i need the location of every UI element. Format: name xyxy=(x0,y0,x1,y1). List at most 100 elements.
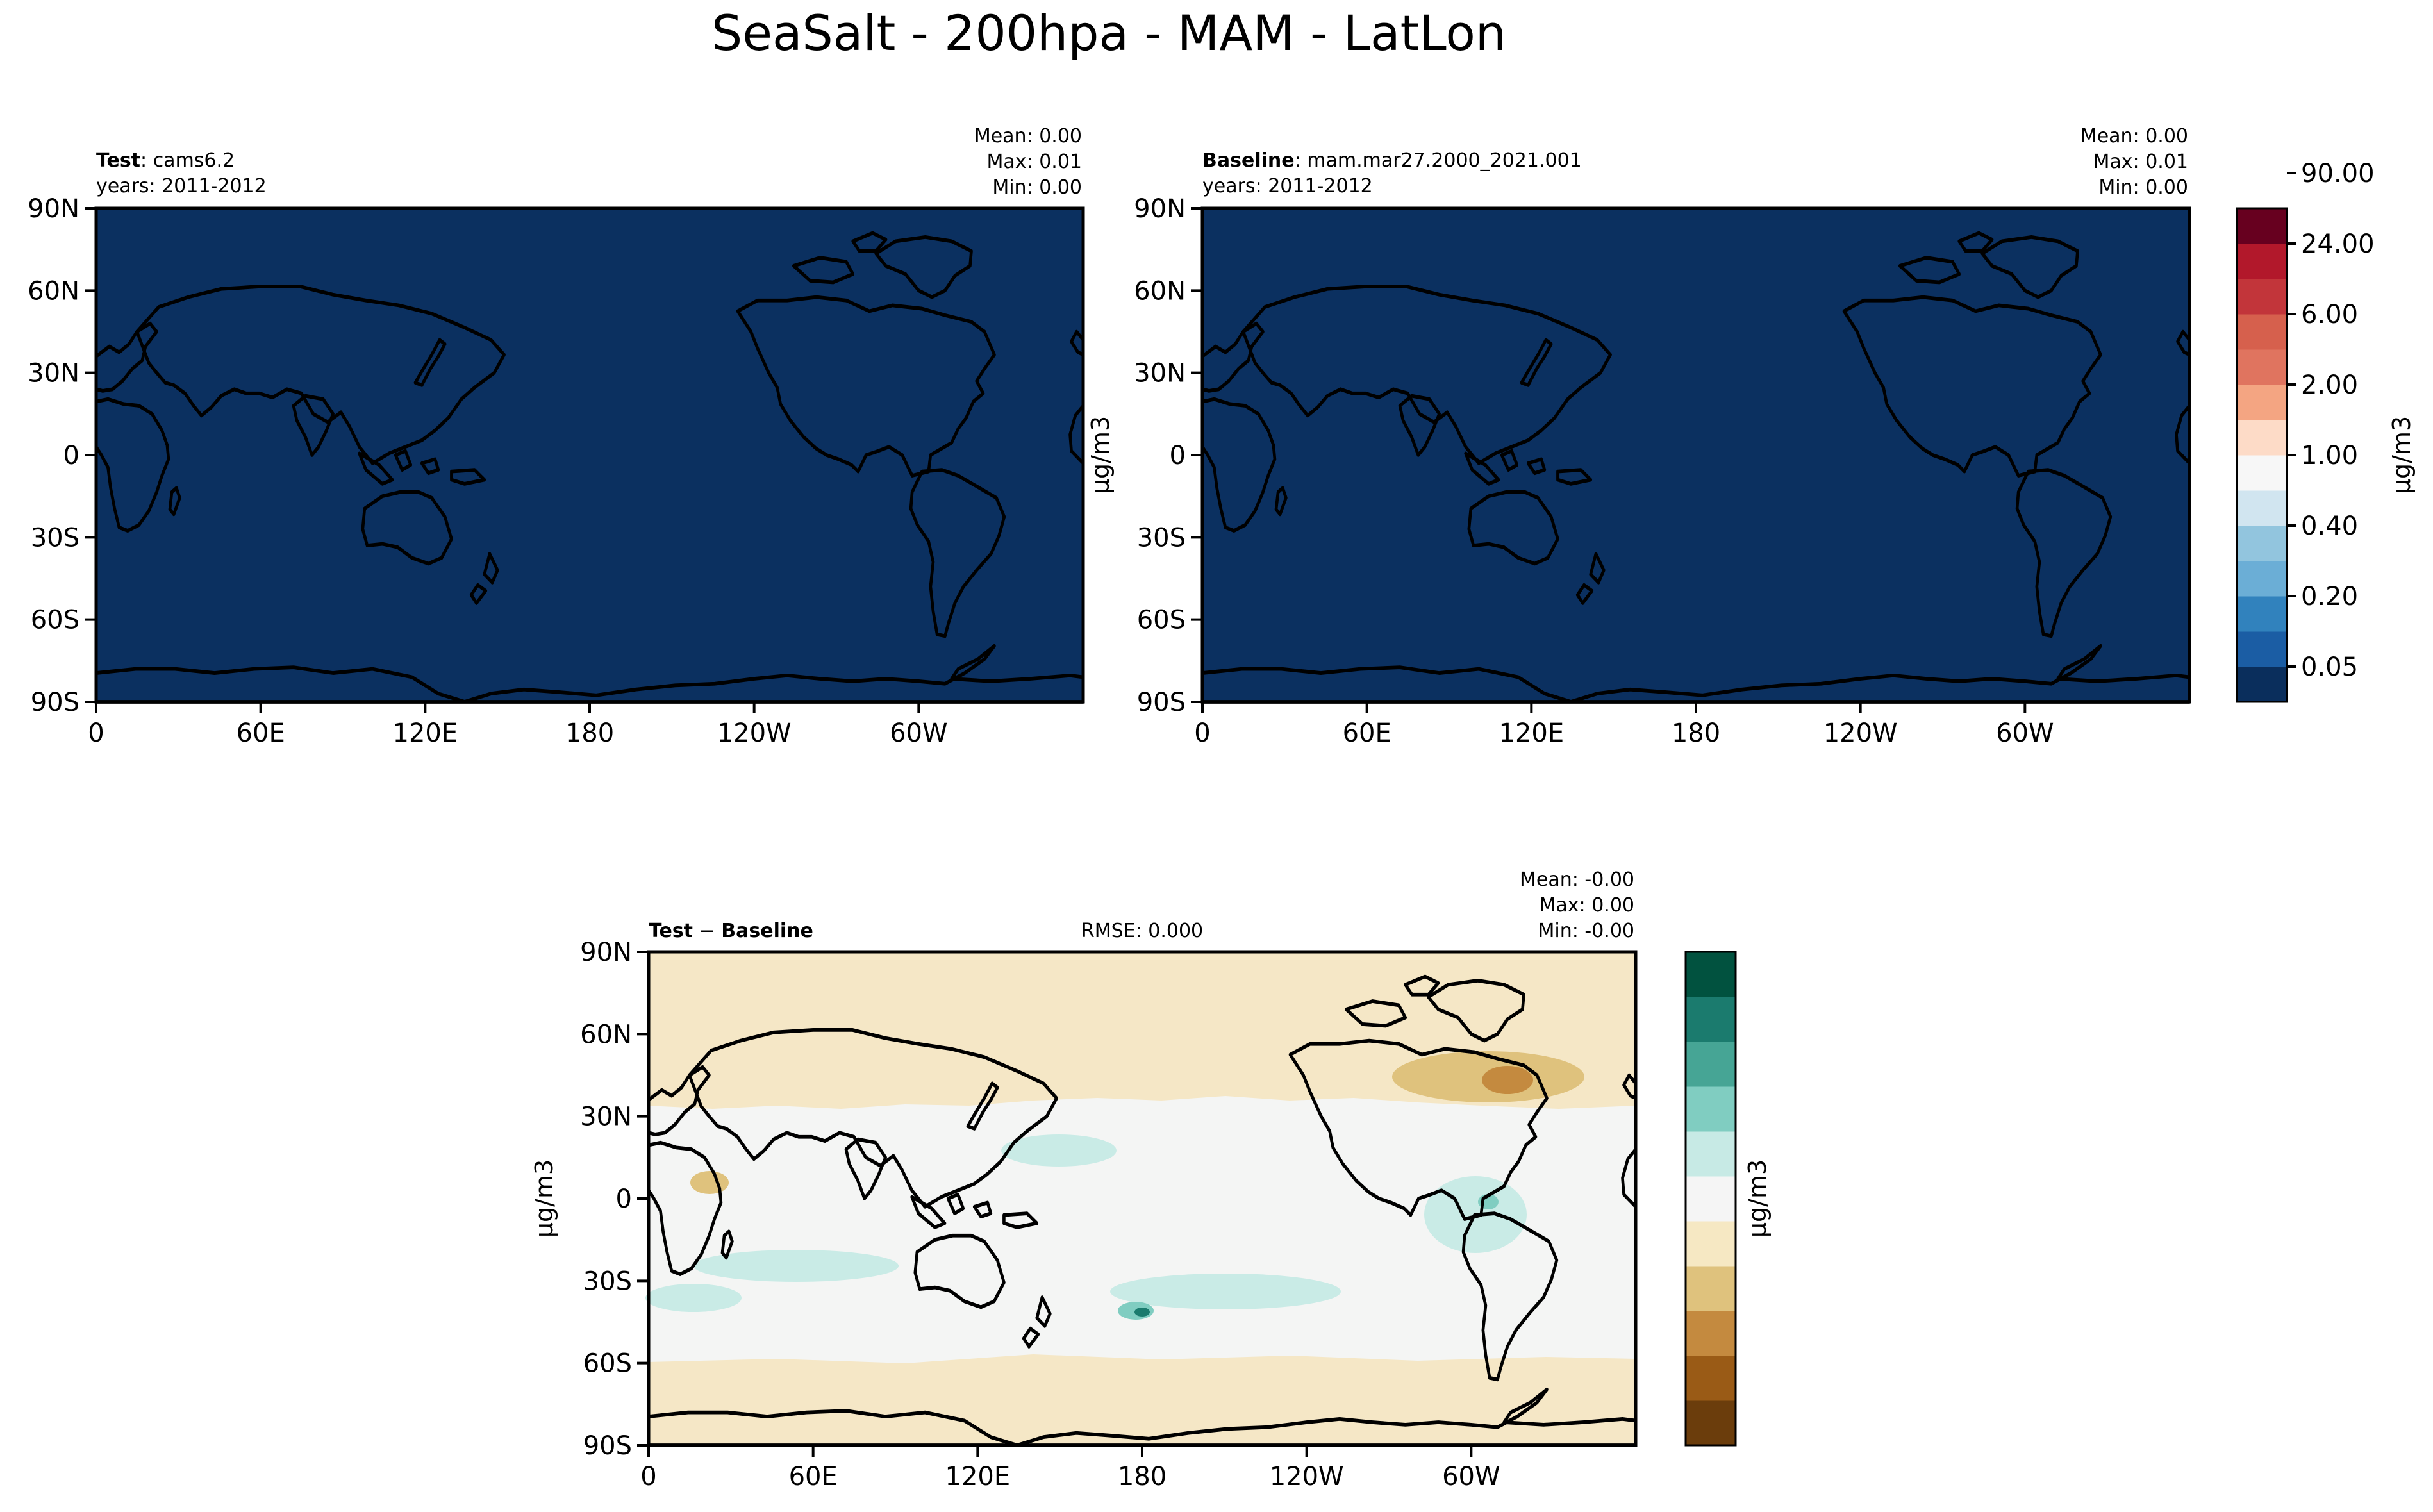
colorbar-segment xyxy=(1686,1221,1736,1267)
lon-tick-label: 0 xyxy=(640,1462,656,1491)
lat-tick-label: 0 xyxy=(63,441,79,470)
colorbar-segment xyxy=(2237,279,2287,315)
lon-tick-label: 0 xyxy=(1194,719,1210,748)
baseline-years: years: 2011-2012 xyxy=(1202,175,1373,197)
colorbar-main: 0.05 0.20 0.40 1.00 2.00 6.00 24.00 90.00 xyxy=(2236,159,2375,703)
lat-tick-label: 30S xyxy=(1137,523,1186,552)
lon-tick-label: 60W xyxy=(1996,719,2054,748)
colorbar-segment xyxy=(2237,631,2287,667)
test-stat-max: Max: 0.01 xyxy=(987,151,1082,173)
lon-tick-label: 120E xyxy=(945,1462,1011,1491)
colorbar-segment xyxy=(2237,314,2287,350)
colorbar-segment xyxy=(2237,208,2287,244)
lat-tick-label: 30N xyxy=(1134,359,1186,388)
baseline-label: Baseline: mam.mar27.2000_2021.001 xyxy=(1202,149,1582,172)
diff-stat-mean: Mean: -0.00 xyxy=(1520,868,1634,891)
colorbar-tick-label: 1.00 xyxy=(2301,441,2358,470)
lon-tick-label: 180 xyxy=(1672,719,1720,748)
colorbar-segment xyxy=(2237,385,2287,420)
colorbar-tick-label: 6.00 xyxy=(2301,300,2358,329)
colorbar-segment xyxy=(1686,1400,1736,1446)
diff-patch-west xyxy=(645,1284,742,1312)
lat-tick-label: 60N xyxy=(580,1020,632,1049)
colorbar-segment xyxy=(2237,596,2287,632)
test-label: Test: cams6.2 xyxy=(96,149,235,172)
lon-tick-label: 60W xyxy=(890,719,947,748)
diff-lon-ticks: 0 60E 120E 180 120W 60W xyxy=(640,1445,1500,1491)
panel-test: 90N 60N 30N 0 30S 60S 90S 0 60E 120E 180 120W 60W xyxy=(28,194,1083,748)
lon-tick-label: 120E xyxy=(393,719,458,748)
lat-tick-label: 60N xyxy=(28,276,79,306)
diff-rmse: RMSE: 0.000 xyxy=(1081,920,1203,942)
baseline-ylabel: μg/m3 xyxy=(1086,416,1115,494)
colorbar-segment xyxy=(1686,1266,1736,1311)
colorbar-segment xyxy=(2237,455,2287,491)
lon-tick-label: 0 xyxy=(88,719,104,748)
lon-tick-label: 180 xyxy=(1118,1462,1167,1491)
baseline-lon-ticks: 0 60E 120E 180 120W 60W xyxy=(1194,702,2054,748)
lon-tick-label: 60E xyxy=(237,719,285,748)
test-lon-ticks: 0 60E 120E 180 120W 60W xyxy=(88,702,948,748)
colorbar-segment xyxy=(1686,1356,1736,1401)
colorbar-segment xyxy=(1686,1311,1736,1356)
colorbar-segment xyxy=(2237,526,2287,561)
lat-tick-label: 60S xyxy=(31,606,79,635)
diff-stat-min: Min: -0.00 xyxy=(1538,920,1635,942)
lat-tick-label: 30S xyxy=(583,1267,632,1296)
lat-tick-label: 30N xyxy=(580,1102,632,1132)
colorbar-segment xyxy=(2237,490,2287,526)
colorbar-tick-label: 90.00 xyxy=(2301,159,2375,188)
lon-tick-label: 120E xyxy=(1499,719,1565,748)
test-lat-ticks: 90N 60N 30N 0 30S 60S 90S xyxy=(28,194,96,717)
diff-stat-max: Max: 0.00 xyxy=(1540,894,1634,917)
colorbar-main-label: μg/m3 xyxy=(2387,416,2416,494)
colorbar-segment xyxy=(2237,349,2287,385)
colorbar-tick-label: 2.00 xyxy=(2301,370,2358,400)
lat-tick-label: 0 xyxy=(616,1184,632,1214)
colorbar-diff xyxy=(1684,951,1737,1447)
lat-tick-label: 90N xyxy=(28,194,79,224)
lat-tick-label: 90S xyxy=(583,1431,632,1461)
test-stat-mean: Mean: 0.00 xyxy=(974,125,1082,147)
colorbar-segment xyxy=(2237,667,2287,702)
test-years: years: 2011-2012 xyxy=(96,175,267,197)
test-stat-min: Min: 0.00 xyxy=(992,176,1082,199)
colorbar-segment xyxy=(1686,1086,1736,1132)
diff-patch-south-pac xyxy=(1110,1274,1341,1309)
lat-tick-label: 60N xyxy=(1134,276,1186,306)
colorbar-tick-label: 0.20 xyxy=(2301,582,2358,611)
lat-tick-label: 60S xyxy=(1137,606,1186,635)
colorbar-segment xyxy=(1686,1176,1736,1222)
colorbar-segment xyxy=(1686,997,1736,1042)
diff-patch-africa xyxy=(690,1171,729,1194)
lon-tick-label: 180 xyxy=(565,719,614,748)
figure-title: SeaSalt - 200hpa - MAM - LatLon xyxy=(711,4,1506,62)
diff-patch-na-core xyxy=(1482,1066,1533,1094)
colorbar-segment xyxy=(2237,561,2287,597)
diff-lat-ticks: 90N 60N 30N 0 30S 60S 90S xyxy=(580,938,649,1461)
lon-tick-label: 120W xyxy=(717,719,792,748)
diff-patch-nz-core xyxy=(1134,1308,1150,1317)
colorbar-tick-label: 0.05 xyxy=(2301,652,2358,682)
lat-tick-label: 90N xyxy=(580,938,632,967)
lat-tick-label: 90S xyxy=(1137,688,1186,717)
lat-tick-label: 0 xyxy=(1170,441,1186,470)
baseline-stat-max: Max: 0.01 xyxy=(2093,151,2188,173)
colorbar-segment xyxy=(2237,244,2287,279)
colorbar-segment xyxy=(1686,1131,1736,1177)
lon-tick-label: 60E xyxy=(789,1462,838,1491)
colorbar-frame xyxy=(1684,951,1737,1447)
baseline-lat-ticks: 90N 60N 30N 0 30S 60S 90S xyxy=(1134,194,1202,717)
colorbar-segment xyxy=(2237,420,2287,456)
baseline-stat-min: Min: 0.00 xyxy=(2098,176,2188,199)
lat-tick-label: 60S xyxy=(583,1349,632,1379)
lon-tick-label: 60E xyxy=(1343,719,1391,748)
colorbar-tick-label: 24.00 xyxy=(2301,229,2375,259)
lat-tick-label: 30N xyxy=(28,359,79,388)
colorbar-tick-label: 0.40 xyxy=(2301,511,2358,541)
lat-tick-label: 90N xyxy=(1134,194,1186,224)
colorbar-segment xyxy=(1686,1042,1736,1087)
lon-tick-label: 60W xyxy=(1442,1462,1500,1491)
lat-tick-label: 90S xyxy=(31,688,79,717)
lat-tick-label: 30S xyxy=(31,523,79,552)
